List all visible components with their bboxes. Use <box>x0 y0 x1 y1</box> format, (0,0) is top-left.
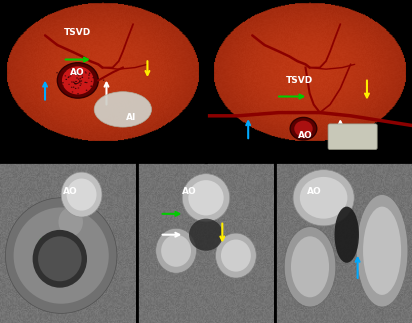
Ellipse shape <box>75 88 77 89</box>
Text: AO: AO <box>182 187 197 196</box>
Ellipse shape <box>74 83 76 84</box>
Ellipse shape <box>74 68 75 69</box>
Ellipse shape <box>56 72 58 73</box>
Ellipse shape <box>81 73 83 74</box>
Ellipse shape <box>293 170 354 226</box>
Ellipse shape <box>335 207 359 263</box>
Text: TSVD: TSVD <box>64 28 91 37</box>
Ellipse shape <box>61 172 102 217</box>
Ellipse shape <box>75 71 77 72</box>
Ellipse shape <box>221 240 251 272</box>
Ellipse shape <box>76 78 78 79</box>
Ellipse shape <box>68 84 70 85</box>
Ellipse shape <box>80 85 81 86</box>
Ellipse shape <box>94 92 152 127</box>
Ellipse shape <box>77 83 78 84</box>
Ellipse shape <box>294 120 313 137</box>
Ellipse shape <box>65 75 66 77</box>
Ellipse shape <box>82 70 84 72</box>
Ellipse shape <box>59 207 83 236</box>
Ellipse shape <box>75 71 77 73</box>
Ellipse shape <box>77 93 79 94</box>
Text: AO: AO <box>298 130 313 140</box>
Ellipse shape <box>89 73 91 74</box>
Ellipse shape <box>67 179 96 211</box>
Ellipse shape <box>88 74 90 76</box>
Ellipse shape <box>77 87 79 89</box>
Ellipse shape <box>156 228 197 273</box>
Ellipse shape <box>70 68 72 69</box>
Ellipse shape <box>84 82 86 83</box>
Ellipse shape <box>82 77 83 78</box>
Ellipse shape <box>38 236 82 281</box>
Ellipse shape <box>363 207 401 295</box>
Text: AO: AO <box>307 187 321 196</box>
Ellipse shape <box>90 86 92 87</box>
Ellipse shape <box>5 198 117 313</box>
Ellipse shape <box>72 91 73 93</box>
Ellipse shape <box>92 77 94 78</box>
Ellipse shape <box>284 227 336 307</box>
Ellipse shape <box>62 82 64 83</box>
Ellipse shape <box>81 74 83 76</box>
Ellipse shape <box>300 177 347 219</box>
Ellipse shape <box>91 81 92 82</box>
Ellipse shape <box>103 79 105 81</box>
Ellipse shape <box>70 75 71 77</box>
Ellipse shape <box>71 69 73 70</box>
Ellipse shape <box>73 81 74 83</box>
Ellipse shape <box>291 236 329 297</box>
Ellipse shape <box>66 79 67 80</box>
Ellipse shape <box>356 194 408 307</box>
Ellipse shape <box>62 66 94 95</box>
Ellipse shape <box>215 233 256 278</box>
Ellipse shape <box>78 75 80 76</box>
Ellipse shape <box>182 174 230 222</box>
Ellipse shape <box>290 118 317 140</box>
Ellipse shape <box>65 71 66 72</box>
Ellipse shape <box>77 74 79 75</box>
Ellipse shape <box>79 81 81 82</box>
Ellipse shape <box>84 71 86 73</box>
Ellipse shape <box>80 78 81 79</box>
Text: AI: AI <box>126 113 136 122</box>
Ellipse shape <box>80 83 82 85</box>
Ellipse shape <box>75 81 77 82</box>
Ellipse shape <box>75 83 77 84</box>
Ellipse shape <box>188 180 224 215</box>
Ellipse shape <box>75 83 76 84</box>
Ellipse shape <box>71 87 73 88</box>
Text: TSVD: TSVD <box>286 76 313 85</box>
Ellipse shape <box>76 73 77 75</box>
Ellipse shape <box>71 74 73 75</box>
Ellipse shape <box>75 73 77 75</box>
Ellipse shape <box>86 89 87 91</box>
Ellipse shape <box>81 80 82 82</box>
Ellipse shape <box>189 219 223 251</box>
Text: AO: AO <box>63 187 78 196</box>
Ellipse shape <box>63 70 64 71</box>
Ellipse shape <box>14 207 109 304</box>
Ellipse shape <box>88 78 89 79</box>
Text: AO: AO <box>70 68 85 77</box>
Ellipse shape <box>71 81 73 83</box>
Ellipse shape <box>161 235 191 267</box>
Ellipse shape <box>57 63 98 98</box>
FancyBboxPatch shape <box>328 124 377 150</box>
Ellipse shape <box>86 82 88 83</box>
Ellipse shape <box>74 82 75 83</box>
Ellipse shape <box>78 82 80 83</box>
Ellipse shape <box>68 77 69 78</box>
Ellipse shape <box>33 230 87 288</box>
Ellipse shape <box>85 72 87 74</box>
Ellipse shape <box>78 78 80 80</box>
Ellipse shape <box>62 85 64 87</box>
Ellipse shape <box>79 80 81 82</box>
Ellipse shape <box>68 76 70 78</box>
Ellipse shape <box>73 87 75 88</box>
